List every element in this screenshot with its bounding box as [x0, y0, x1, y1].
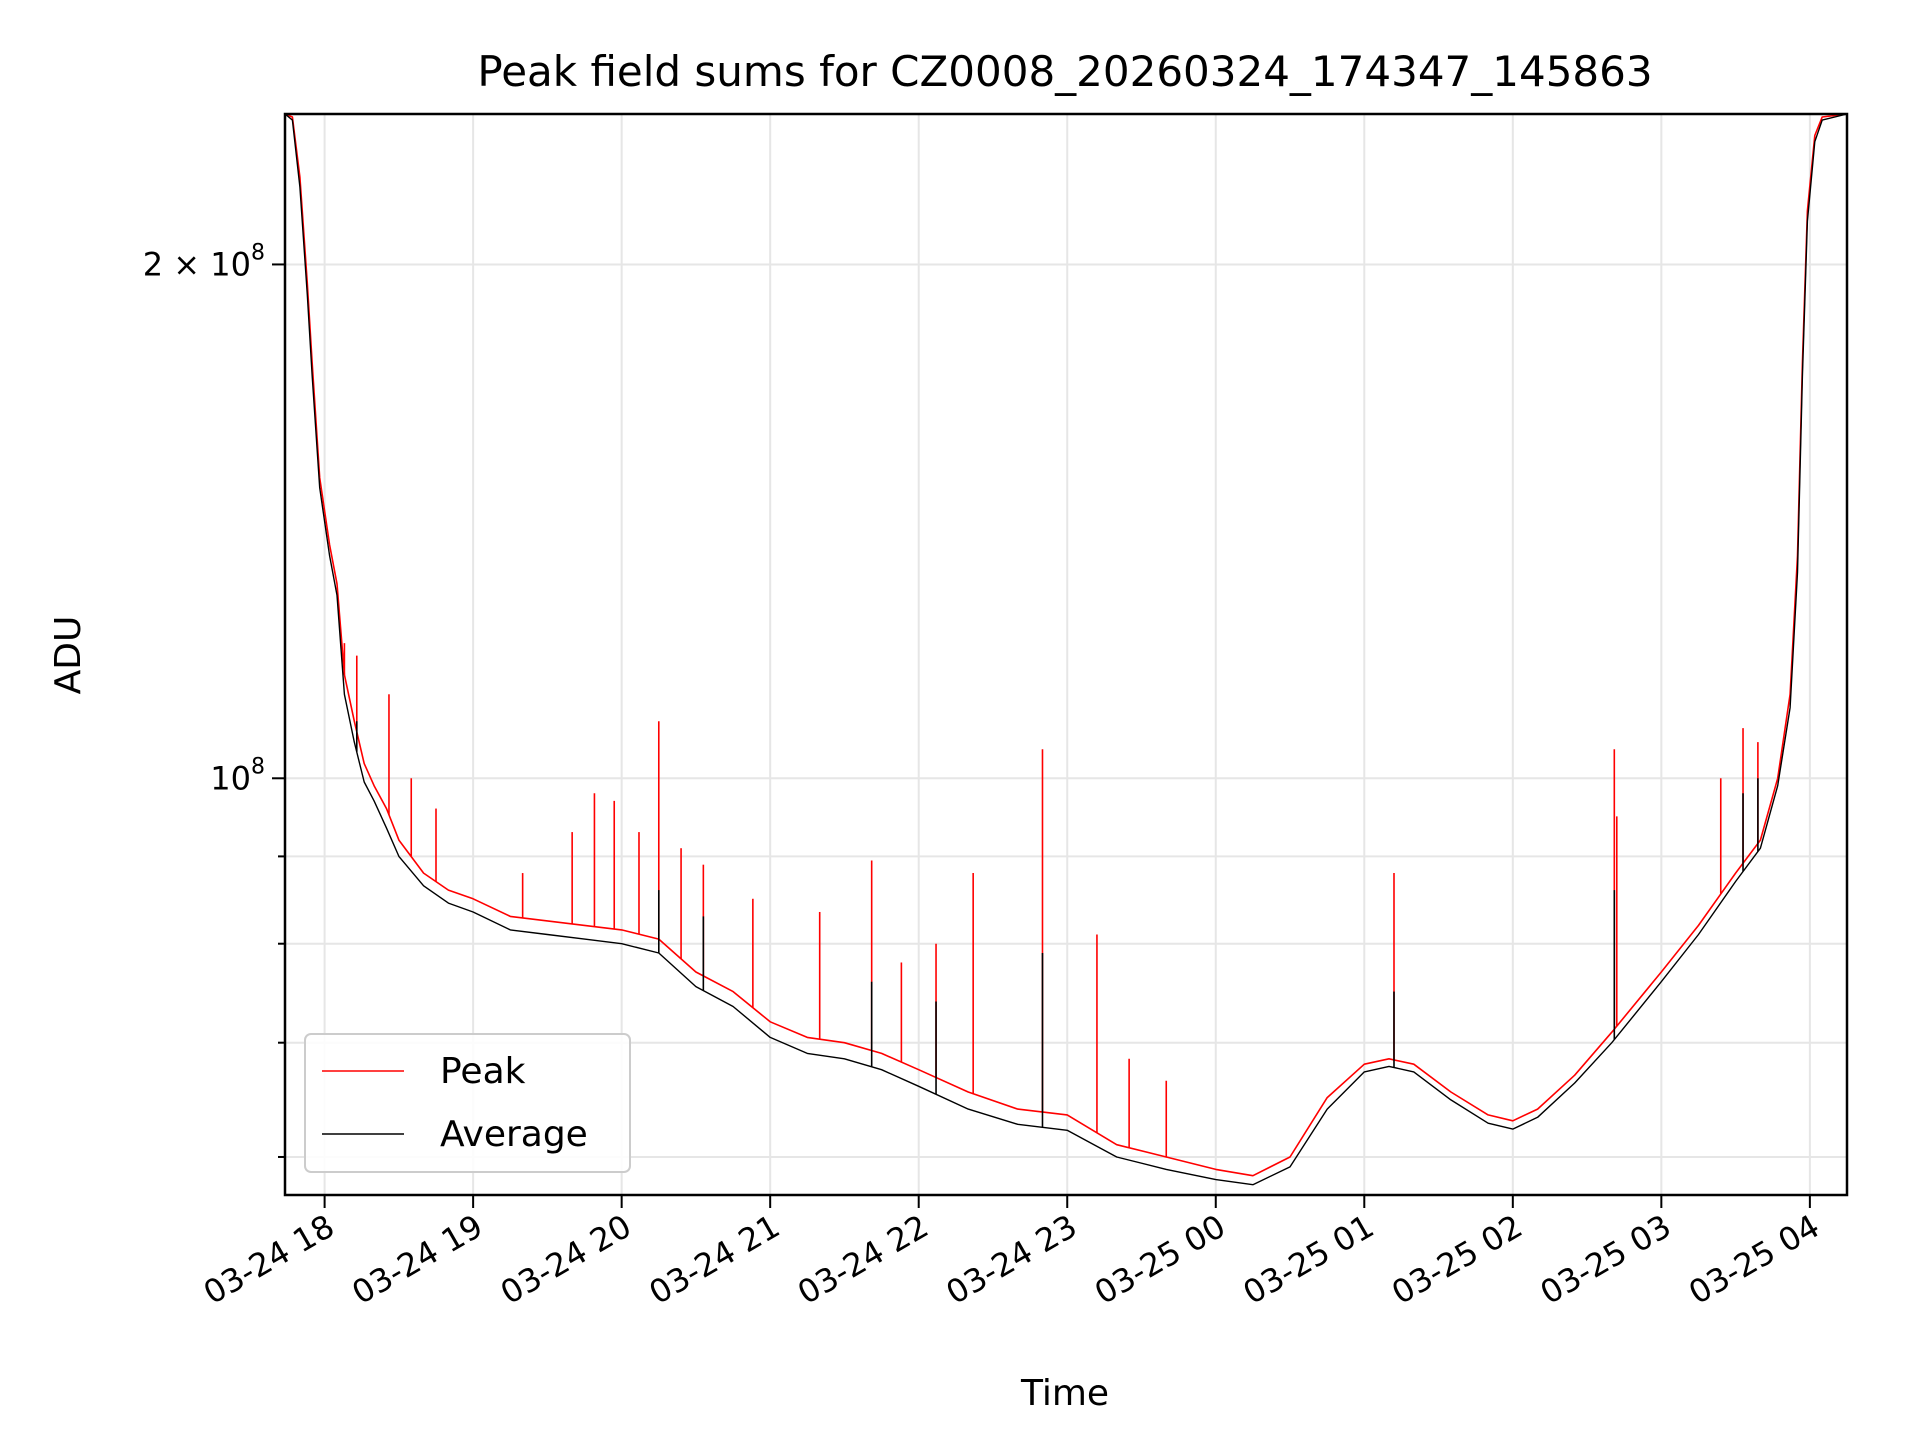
- series-layer: [284, 113, 1848, 1186]
- series-line-average: [284, 113, 1848, 1186]
- legend: Peak Average: [304, 1033, 631, 1173]
- series-line-peak: [284, 113, 1848, 1177]
- legend-label-average: Average: [440, 1114, 588, 1155]
- x-axis-label: Time: [1020, 1373, 1109, 1414]
- y-tick-label-exponent: 8: [251, 754, 265, 779]
- chart-title: Peak field sums for CZ0008_20260324_1743…: [477, 47, 1652, 96]
- y-tick-label-base: 2 × 10: [143, 245, 251, 283]
- y-tick-label-exponent: 8: [251, 240, 265, 265]
- plot-frame: [283, 112, 1849, 1197]
- y-tick-label: 2 × 108: [143, 240, 265, 283]
- y-axis-label: ADU: [48, 616, 89, 695]
- y-tick-label: 108: [210, 754, 265, 797]
- legend-box: [304, 1033, 631, 1173]
- y-tick-label-base: 10: [210, 759, 251, 797]
- grid-layer: [285, 114, 1847, 1195]
- legend-label-peak: Peak: [440, 1051, 526, 1092]
